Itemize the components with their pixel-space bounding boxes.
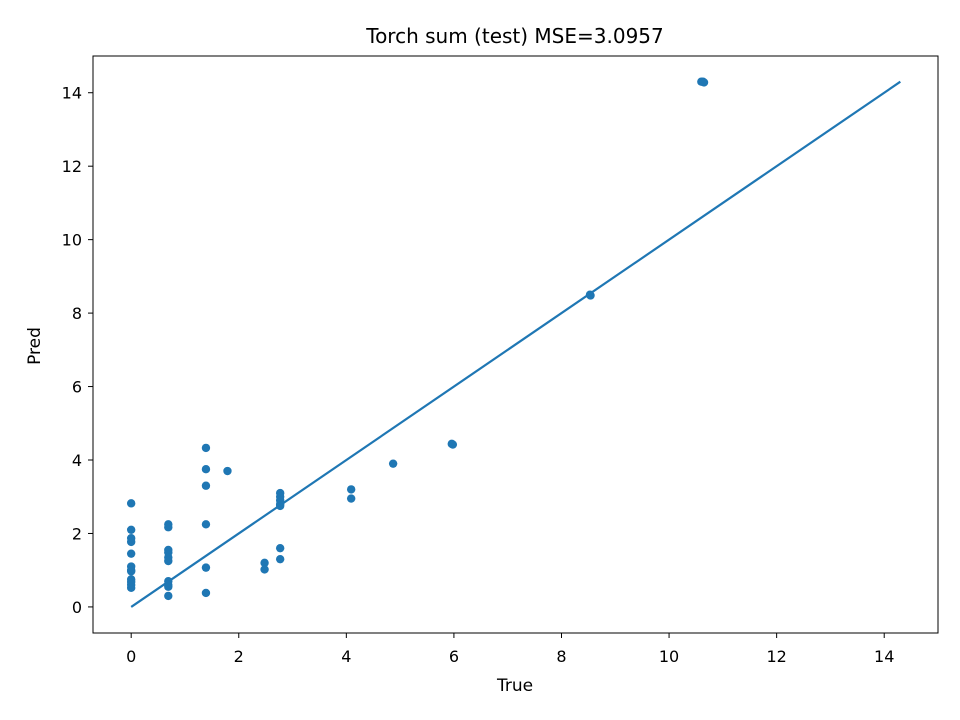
scatter-point (586, 291, 595, 300)
scatter-point (201, 563, 211, 572)
y-tick-label: 6 (72, 378, 82, 397)
x-axis-label: True (496, 676, 533, 696)
x-tick-label: 6 (449, 647, 459, 666)
scatter-point (164, 556, 173, 566)
scatter-point (275, 554, 285, 564)
y-tick-label: 14 (62, 84, 82, 103)
chart-title: Torch sum (test) MSE=3.0957 (365, 24, 664, 48)
y-axis-label: Pred (25, 327, 45, 365)
scatter-point (126, 549, 136, 558)
scatter-point (126, 567, 136, 576)
scatter-point (448, 440, 458, 449)
y-tick-label: 12 (62, 157, 82, 176)
scatter-point (201, 443, 211, 453)
scatter-point (126, 525, 136, 534)
scatter-point (201, 520, 211, 529)
scatter-point (201, 588, 211, 598)
x-tick-label: 4 (341, 647, 351, 666)
scatter-point (699, 78, 709, 87)
scatter-point (126, 537, 136, 547)
y-tick-label: 8 (72, 304, 82, 323)
y-axis-ticks: 0 2 4 6 8 10 12 14 (62, 84, 93, 617)
scatter-point (346, 494, 356, 503)
scatter-point (260, 558, 269, 568)
x-tick-label: 10 (659, 647, 679, 666)
x-tick-label: 2 (234, 647, 244, 666)
scatter-point (346, 485, 356, 494)
y-tick-label: 4 (72, 451, 82, 470)
y-tick-label: 0 (72, 598, 82, 617)
scatter-point (201, 481, 211, 490)
scatter-point (126, 499, 136, 508)
scatter-point (275, 543, 285, 553)
fit-line (130, 80, 901, 608)
plot-frame (92, 55, 939, 634)
scatter-point (126, 583, 136, 593)
x-tick-label: 14 (874, 647, 894, 666)
scatter-point (164, 582, 173, 591)
scatter-point (201, 464, 211, 474)
x-axis-ticks: 0 2 4 6 8 10 12 14 (126, 633, 894, 666)
x-tick-label: 12 (766, 647, 786, 666)
scatter-point (164, 591, 173, 601)
scatter-point (164, 523, 173, 532)
x-tick-label: 8 (556, 647, 566, 666)
x-tick-label: 0 (126, 647, 136, 666)
plot-marks (126, 77, 901, 608)
y-tick-label: 2 (72, 524, 82, 543)
y-tick-label: 10 (62, 231, 82, 250)
scatter-point (223, 466, 232, 476)
scatter-point (260, 565, 269, 574)
scatter-point (388, 459, 398, 468)
scatter-point (275, 501, 285, 511)
